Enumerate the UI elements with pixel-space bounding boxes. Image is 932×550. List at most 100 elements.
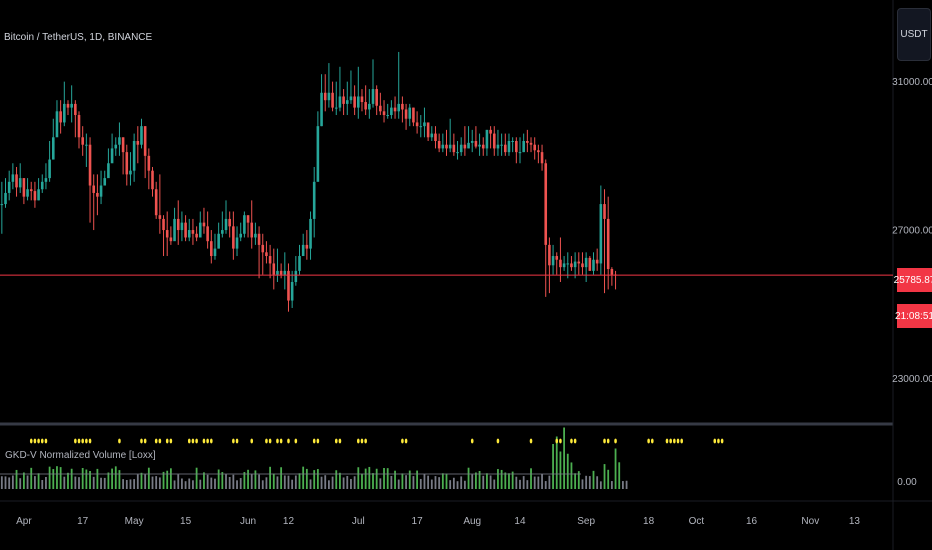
volume-bar [206,474,209,489]
volume-bar [423,474,426,489]
volume-bar [100,477,102,489]
candle-body [526,141,529,143]
candle-body [478,144,481,147]
volume-bar [467,467,470,489]
candle-body [441,144,445,149]
volume-bar [577,471,580,489]
candle-body [548,244,551,266]
candle-body [551,256,555,266]
volume-bar [449,480,452,489]
candle-body [276,270,279,275]
volume-bar [353,476,356,489]
volume-bar [427,475,430,489]
candle-body [481,144,485,149]
candle-body [165,230,169,238]
signal-dot [334,438,338,444]
time-tick-label: 12 [283,516,295,527]
candle-body [55,111,59,138]
volume-bar [151,476,154,489]
candle-body [379,105,382,112]
volume-bar [452,477,455,489]
volume-bar [291,479,294,489]
volume-bar [511,471,514,489]
candle-body [66,103,70,108]
signal-dot [202,438,206,444]
volume-bar [225,474,227,489]
signal-dot [559,438,562,444]
indicator-label[interactable]: GKD-V Normalized Volume [Loxx] [3,450,158,461]
volume-bar [155,476,158,489]
time-tick-label: Aug [463,516,481,527]
candle-body [257,233,261,245]
price-tick-label: 27000.00 [892,226,932,237]
candle-body [298,256,301,271]
signal-dot [673,438,676,444]
volume-bar [548,475,551,489]
volume-bar [350,478,352,489]
symbol-title[interactable]: Bitcoin / TetherUS, 1D, BINANCE [4,32,153,43]
volume-bar [522,476,525,489]
candle-body [584,257,588,268]
candle-body [448,144,452,149]
signal-dot [404,438,408,444]
volume-bar [37,473,40,489]
candle-body [250,222,254,238]
volume-bar [441,473,444,489]
volume-bar [45,477,47,489]
volume-axis-labels: 0.00 [897,477,917,488]
volume-bar [166,470,169,489]
candle-body [459,144,463,153]
candle-body [408,107,412,119]
candle-body [44,178,48,182]
signal-dot [614,438,617,444]
candle-body [349,96,353,101]
volume-bar [405,475,407,489]
volume-bar [140,472,143,489]
candle-body [437,141,441,149]
candle-body [606,218,610,270]
volume-bar [147,467,150,489]
signal-dot [210,438,213,444]
time-axis-labels: Apr 17 May 15 Jun 12 Jul 17 Aug 14 Sep 18 Oct 16 Nov 13 [16,516,860,527]
volume-bar [129,479,132,489]
signal-dot [37,438,40,444]
volume-bar [111,468,113,489]
candle-body [169,237,173,242]
volume-bar [599,481,602,489]
signal-dot [496,438,500,444]
currency-button[interactable]: USDT [897,8,931,61]
volume-bar [92,476,95,489]
volume-bar [530,468,532,489]
candle-body [18,178,22,188]
volume-bar [500,469,503,489]
signal-dot [88,438,92,444]
volume-bar [419,478,422,489]
volume-bar [250,474,253,489]
volume-bar [133,479,136,489]
volume-bar [552,444,554,489]
signal-dot [470,438,474,444]
volume-bar [324,475,327,489]
candle-body [581,263,584,268]
signal-dot [268,438,272,444]
volume-bar [192,480,194,489]
time-tick-label: Jun [240,516,256,527]
candle-body [48,159,51,179]
candle-body [301,244,305,257]
signal-markers [29,438,724,444]
volume-bar [261,480,264,489]
volume-bar [195,467,198,489]
volume-bar [162,471,165,489]
candle-body [140,126,143,145]
candle-body [518,152,522,154]
signal-dot [158,438,162,444]
time-tick-label: 13 [849,516,861,527]
time-tick-label: Apr [16,516,32,527]
candle-body [503,144,507,153]
candle-body [540,152,544,164]
candle-body [15,174,18,188]
candle-body [191,230,195,234]
candle-body [37,189,40,201]
signal-dot [287,438,290,444]
